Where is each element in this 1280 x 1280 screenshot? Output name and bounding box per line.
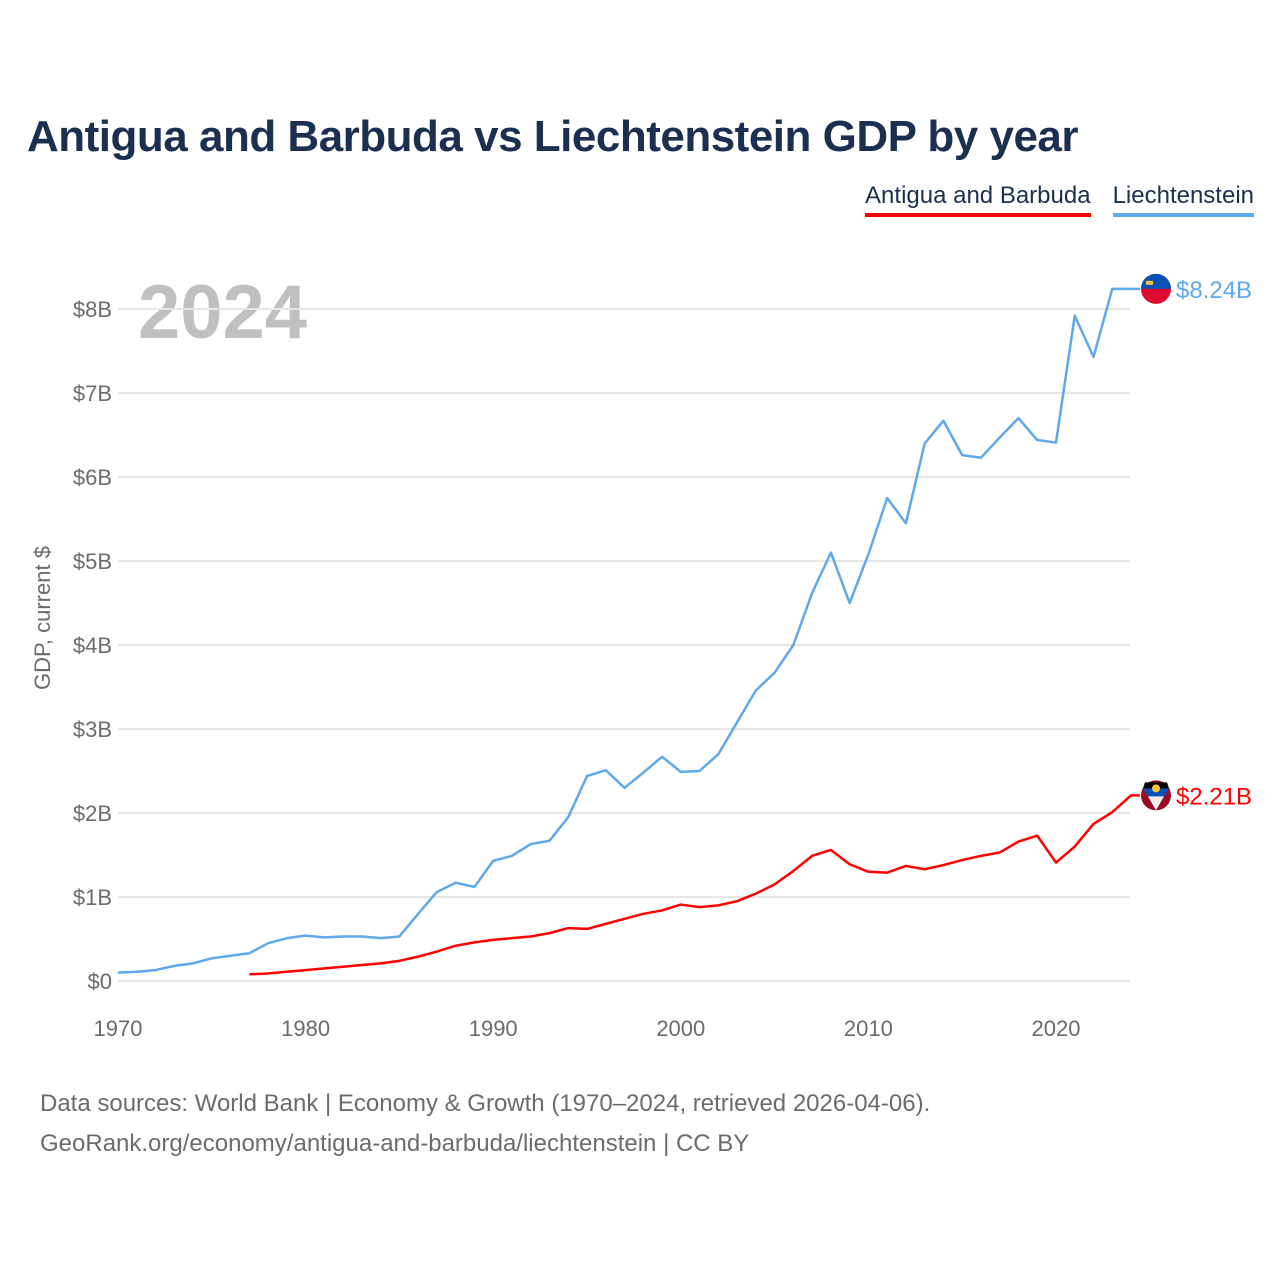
series-line-liechtenstein — [117, 287, 1140, 974]
y-tick-label: $3B — [73, 717, 112, 742]
end-value-label: $8.24B — [1176, 277, 1252, 304]
x-tick-label: 2000 — [656, 1016, 705, 1041]
x-tick-label: 1970 — [94, 1016, 143, 1041]
antigua-flag-icon — [1141, 780, 1171, 811]
x-tick-label: 2020 — [1032, 1016, 1081, 1041]
legend-item-antigua[interactable]: Antigua and Barbuda — [865, 182, 1091, 217]
legend: Antigua and Barbuda Liechtenstein — [865, 182, 1254, 217]
source-line-1: Data sources: World Bank | Economy & Gro… — [40, 1090, 931, 1117]
y-tick-label: $7B — [73, 381, 112, 406]
y-tick-label: $0 — [88, 969, 112, 994]
y-tick-label: $1B — [73, 885, 112, 910]
x-tick-label: 1980 — [281, 1016, 330, 1041]
end-value-label: $2.21B — [1176, 783, 1252, 810]
liechtenstein-flag-icon — [1141, 273, 1171, 304]
y-tick-label: $4B — [73, 633, 112, 658]
legend-item-liechtenstein[interactable]: Liechtenstein — [1112, 182, 1254, 217]
chart-title: Antigua and Barbuda vs Liechtenstein GDP… — [27, 112, 1079, 161]
y-tick-label: $5B — [73, 549, 112, 574]
year-watermark: 2024 — [138, 270, 307, 355]
series-line-antigua — [249, 794, 1140, 976]
source-note: Data sources: World Bank | Economy & Gro… — [40, 1084, 930, 1164]
source-line-2[interactable]: GeoRank.org/economy/antigua-and-barbuda/… — [40, 1130, 750, 1157]
y-tick-label: $6B — [73, 465, 112, 490]
y-tick-label: $8B — [73, 297, 112, 322]
x-tick-label: 2010 — [844, 1016, 893, 1041]
x-tick-label: 1990 — [469, 1016, 518, 1041]
y-axis-label: GDP, current $ — [30, 546, 55, 690]
y-tick-label: $2B — [73, 801, 112, 826]
